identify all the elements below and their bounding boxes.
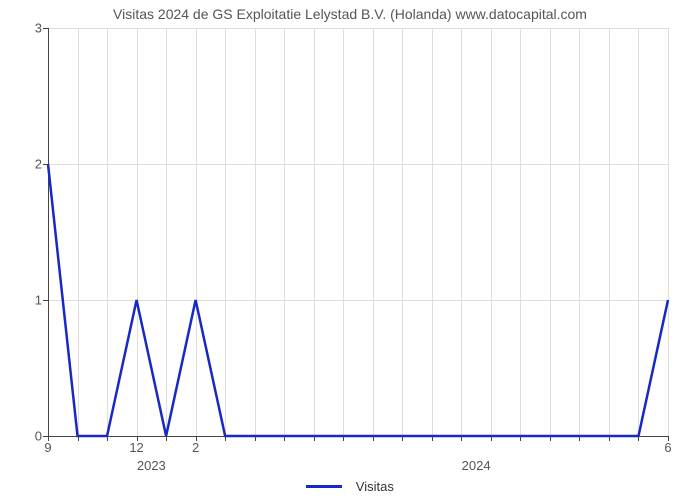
x-tick-mark bbox=[402, 436, 403, 441]
x-tick-mark bbox=[314, 436, 315, 441]
x-tick-mark bbox=[373, 436, 374, 441]
y-tick-mark bbox=[43, 300, 48, 301]
legend-swatch bbox=[306, 485, 342, 488]
x-tick-mark bbox=[78, 436, 79, 441]
x-tick-mark bbox=[166, 436, 167, 441]
x-tick-label: 12 bbox=[129, 440, 143, 455]
x-group-label: 2023 bbox=[137, 458, 166, 473]
series-line-visitas bbox=[48, 164, 668, 436]
x-tick-mark bbox=[491, 436, 492, 441]
y-tick-mark bbox=[43, 164, 48, 165]
x-tick-label: 6 bbox=[664, 440, 671, 455]
x-tick-mark bbox=[461, 436, 462, 441]
chart-container: Visitas 2024 de GS Exploitatie Lelystad … bbox=[0, 0, 700, 500]
gridline-vertical bbox=[668, 28, 669, 436]
x-tick-mark bbox=[255, 436, 256, 441]
x-tick-mark bbox=[107, 436, 108, 441]
x-tick-mark bbox=[520, 436, 521, 441]
x-tick-mark bbox=[609, 436, 610, 441]
x-tick-label: 2 bbox=[192, 440, 199, 455]
x-tick-mark bbox=[225, 436, 226, 441]
x-tick-mark bbox=[550, 436, 551, 441]
y-tick-mark bbox=[43, 28, 48, 29]
x-tick-mark bbox=[343, 436, 344, 441]
legend-label: Visitas bbox=[356, 479, 394, 494]
y-tick-label: 1 bbox=[2, 293, 42, 308]
legend: Visitas bbox=[0, 478, 700, 494]
x-tick-label: 9 bbox=[44, 440, 51, 455]
line-series-svg bbox=[48, 28, 668, 436]
x-tick-mark bbox=[284, 436, 285, 441]
x-tick-mark bbox=[432, 436, 433, 441]
x-tick-mark bbox=[638, 436, 639, 441]
x-group-label: 2024 bbox=[462, 458, 491, 473]
chart-title: Visitas 2024 de GS Exploitatie Lelystad … bbox=[0, 6, 700, 22]
y-tick-label: 3 bbox=[2, 21, 42, 36]
y-tick-label: 0 bbox=[2, 429, 42, 444]
y-tick-label: 2 bbox=[2, 157, 42, 172]
x-tick-mark bbox=[579, 436, 580, 441]
